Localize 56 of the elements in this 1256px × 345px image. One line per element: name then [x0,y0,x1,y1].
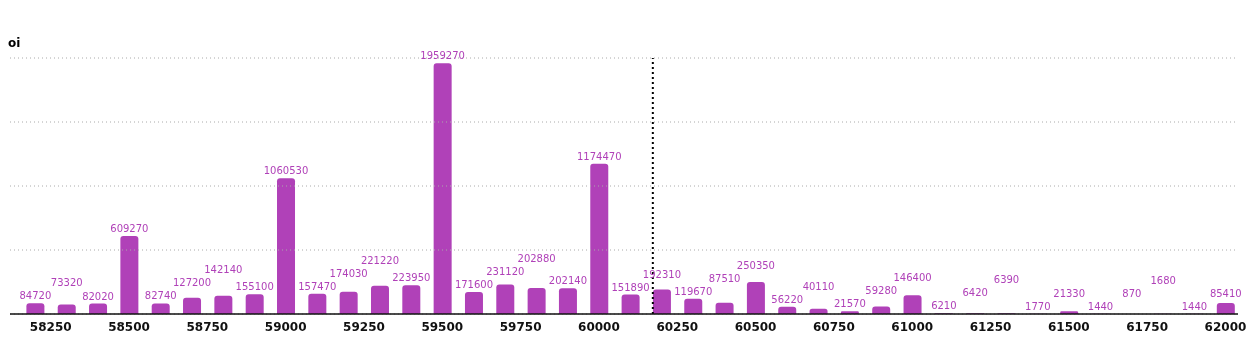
data-label: 223950 [392,272,431,284]
x-tick-label: 60000 [578,319,620,334]
x-tick-label: 58750 [186,319,229,334]
x-tick-label: 58250 [29,319,72,334]
x-tick-label: 61250 [969,319,1012,334]
data-label: 1174470 [577,150,622,162]
data-label: 21570 [833,298,866,310]
data-label: 6420 [962,287,988,299]
data-label: 1680 [1150,274,1176,286]
x-tick-label: 59500 [421,319,464,334]
data-label: 174030 [329,267,368,279]
data-label: 84720 [19,290,52,302]
data-label: 171600 [454,279,494,291]
data-label: 151890 [611,281,650,293]
data-label: 231120 [486,266,525,278]
data-label: 56220 [771,293,804,305]
x-tick-label: 60750 [813,319,855,334]
x-tick-label: 59250 [343,319,385,334]
data-label: 146400 [893,272,932,284]
data-label: 87510 [708,272,741,284]
y-axis-title: oi [8,36,21,50]
x-tick-label: 62000 [1204,319,1247,334]
data-label: 21330 [1053,287,1086,299]
data-label: 1770 [1025,300,1051,312]
data-label: 1440 [1087,300,1114,312]
data-label: 127200 [172,277,212,289]
data-label: 73320 [50,277,83,289]
data-label: 6210 [931,300,957,312]
data-label: 1440 [1181,300,1208,312]
data-label: 6390 [993,274,1020,286]
data-label: 250350 [736,259,775,271]
data-label: 85410 [1209,287,1242,299]
data-label: 221220 [360,254,400,266]
data-label: 142140 [204,264,243,276]
data-label: 40110 [802,280,835,292]
data-label: 82740 [144,290,177,302]
x-tick-label: 61500 [1047,319,1090,334]
data-label: 192310 [642,268,682,280]
data-label: 155100 [235,281,274,293]
data-label: 202140 [548,275,588,287]
data-label: 59280 [865,285,898,297]
data-label: 870 [1122,287,1142,299]
x-tick-label: 61750 [1126,319,1169,334]
x-tick-label: 60250 [656,319,699,334]
x-tick-label: 59000 [264,319,307,334]
x-tick-label: 60500 [734,319,777,334]
data-label: 202880 [517,253,556,265]
data-label: 82020 [82,290,114,302]
data-label: 119670 [674,285,713,297]
data-label: 157470 [298,280,337,292]
data-label: 609270 [110,223,149,235]
x-tick-label: 59750 [499,319,542,334]
x-tick-label: 61000 [891,319,934,334]
data-label: 1959270 [420,50,465,62]
data-label: 1060530 [263,165,309,177]
x-tick-label: 58500 [108,319,150,334]
